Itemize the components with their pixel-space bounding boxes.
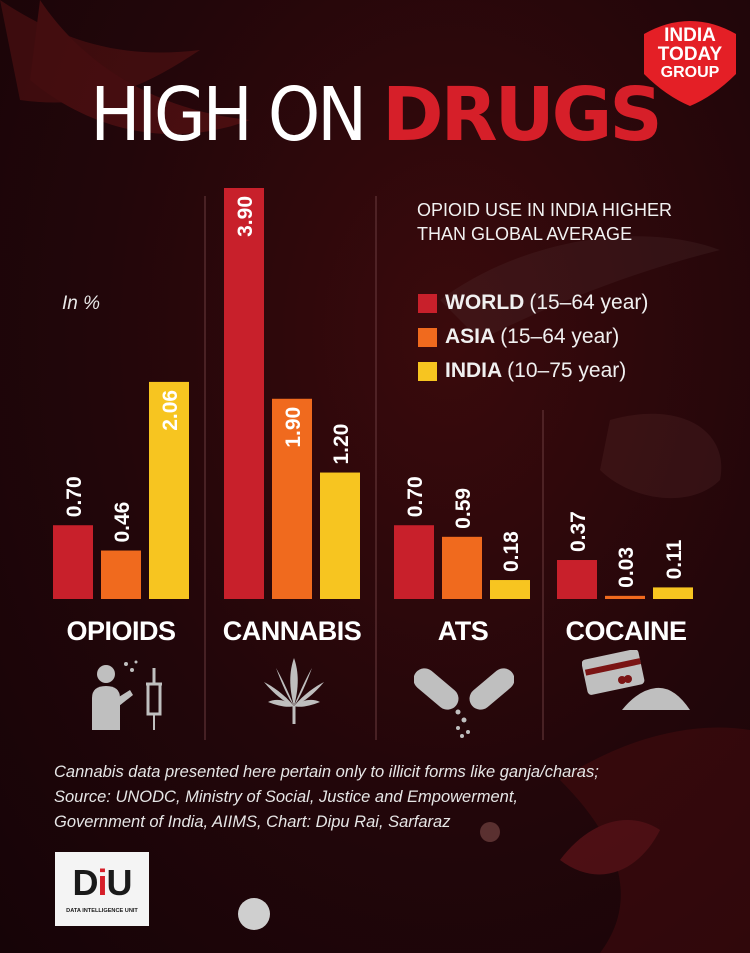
value-label-cannabis-asia: 1.90 bbox=[282, 407, 305, 448]
logo-line-3: GROUP bbox=[660, 63, 720, 81]
bar-cocaine-india bbox=[653, 587, 693, 599]
value-label-ats-asia: 0.59 bbox=[452, 488, 475, 529]
value-label-cannabis-world: 3.90 bbox=[234, 196, 257, 237]
diu-caption: DATA INTELLIGENCE UNIT bbox=[66, 908, 138, 914]
bar-cocaine-asia bbox=[605, 595, 645, 599]
diu-logo: DiU DATA INTELLIGENCE UNIT bbox=[55, 852, 149, 926]
legend-name-india: INDIA bbox=[445, 359, 503, 382]
legend-detail-india: (10–75 year) bbox=[507, 359, 627, 382]
value-label-ats-world: 0.70 bbox=[404, 476, 427, 517]
value-label-opioids-world: 0.70 bbox=[63, 476, 86, 517]
category-label-cannabis: CANNABIS bbox=[222, 616, 362, 646]
legend-item-world: WORLD (15–64 year) bbox=[418, 286, 648, 320]
value-label-opioids-asia: 0.46 bbox=[111, 502, 134, 543]
logo-line-1: INDIA bbox=[664, 25, 716, 46]
diu-letter-i: i bbox=[97, 862, 107, 903]
legend-detail-asia: (15–64 year) bbox=[500, 325, 620, 348]
footnote-line-1: Cannabis data presented here pertain onl… bbox=[54, 763, 599, 781]
diu-letter-u: U bbox=[106, 862, 133, 903]
legend-item-asia: ASIA (15–64 year) bbox=[418, 320, 648, 354]
footnote-line-2: Source: UNODC, Ministry of Social, Justi… bbox=[54, 788, 518, 806]
bar-ats-world bbox=[394, 525, 434, 599]
footnote-line-3: Government of India, AIIMS, Chart: Dipu … bbox=[54, 813, 451, 831]
subtitle-line-2: THAN GLOBAL AVERAGE bbox=[417, 224, 633, 244]
category-label-opioids: OPIOIDS bbox=[66, 616, 176, 646]
bar-cannabis-india bbox=[320, 472, 360, 599]
value-label-cocaine-asia: 0.03 bbox=[615, 547, 638, 588]
subtitle-line-1: OPIOID USE IN INDIA HIGHER bbox=[417, 200, 673, 220]
bar-opioids-world bbox=[53, 525, 93, 599]
legend-swatch-asia bbox=[418, 327, 437, 347]
pill-capsules-icon bbox=[414, 668, 514, 738]
logo-line-2: TODAY bbox=[657, 44, 723, 66]
legend-item-india: INDIA (10–75 year) bbox=[418, 354, 648, 388]
legend-name-asia: ASIA bbox=[445, 325, 496, 348]
india-today-logo bbox=[644, 21, 736, 106]
bar-opioids-india bbox=[149, 381, 189, 599]
diu-wordmark: DiU bbox=[55, 862, 149, 904]
legend-detail-world: (15–64 year) bbox=[529, 291, 649, 314]
title-part-1: HIGH ON bbox=[90, 72, 383, 158]
bar-ats-india bbox=[490, 580, 530, 599]
bar-cocaine-world bbox=[557, 560, 597, 599]
legend-swatch-india bbox=[418, 361, 437, 381]
person-injecting-icon bbox=[92, 660, 162, 730]
chart-subtitle: OPIOID USE IN INDIA HIGHER THAN GLOBAL A… bbox=[417, 198, 717, 246]
value-label-ats-india: 0.18 bbox=[500, 531, 523, 572]
bar-cannabis-world bbox=[224, 188, 264, 599]
bar-ats-asia bbox=[442, 536, 482, 599]
category-label-ats: ATS bbox=[437, 616, 489, 646]
value-label-cocaine-india: 0.11 bbox=[663, 539, 686, 579]
value-label-cocaine-world: 0.37 bbox=[567, 511, 590, 552]
cannabis-leaf-icon bbox=[264, 658, 324, 724]
unit-label: In % bbox=[62, 293, 101, 314]
decorative-dot-icon bbox=[238, 898, 270, 930]
diu-letter-d: D bbox=[72, 862, 98, 903]
logo-text: INDIA TODAY GROUP bbox=[650, 26, 730, 81]
footnote: Cannabis data presented here pertain onl… bbox=[54, 760, 734, 835]
chart-legend: WORLD (15–64 year) ASIA (15–64 year) IND… bbox=[418, 286, 648, 388]
page-title: HIGH ON DRUGS bbox=[0, 78, 750, 152]
bar-cannabis-asia bbox=[272, 398, 312, 599]
legend-name-world: WORLD bbox=[445, 291, 525, 314]
card-and-powder-icon bbox=[582, 650, 690, 710]
decorative-dot-icon bbox=[480, 822, 500, 842]
value-label-opioids-india: 2.06 bbox=[159, 390, 182, 431]
value-label-cannabis-india: 1.20 bbox=[330, 424, 353, 465]
title-part-2: DRUGS bbox=[382, 72, 663, 158]
legend-swatch-world bbox=[418, 293, 437, 313]
bar-opioids-asia bbox=[101, 550, 141, 599]
category-label-cocaine: COCAINE bbox=[565, 616, 687, 646]
